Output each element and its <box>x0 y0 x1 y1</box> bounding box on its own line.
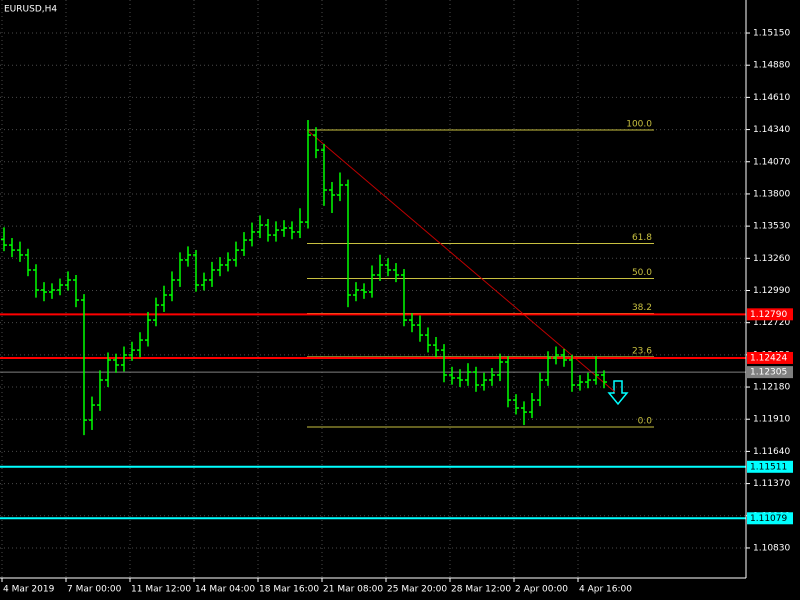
trend-line <box>306 129 616 393</box>
y-tick-label: 1.11640 <box>753 447 790 457</box>
y-tick-label: 1.11370 <box>753 479 790 489</box>
y-tick-label: 1.10830 <box>753 543 790 553</box>
y-tick-label: 1.12720 <box>753 318 790 328</box>
price-label: 1.12790 <box>750 310 787 320</box>
price-label: 1.12305 <box>750 368 787 378</box>
price-label-box <box>747 460 793 473</box>
y-tick-label: 1.12180 <box>753 383 790 393</box>
price-label-box <box>747 351 793 364</box>
y-tick-label: 1.14610 <box>753 93 790 103</box>
fibo-label: 100.0 <box>626 120 652 130</box>
x-tick-label: 28 Mar 12:00 <box>451 585 511 595</box>
y-tick-label: 1.11910 <box>753 415 790 425</box>
x-tick-label: 14 Mar 04:00 <box>195 585 255 595</box>
sell-arrow <box>607 380 629 406</box>
x-tick-label: 7 Mar 00:00 <box>67 585 122 595</box>
y-tick-label: 1.13260 <box>753 254 790 264</box>
fibo-label: 23.6 <box>632 346 652 356</box>
price-label-box <box>747 512 793 525</box>
price-label: 1.12424 <box>750 353 787 363</box>
y-tick-label: 1.13800 <box>753 189 790 199</box>
price-label-box <box>747 308 793 321</box>
chart-title: EURUSD,H4 <box>4 5 57 15</box>
fibo-label: 61.8 <box>632 233 652 243</box>
y-tick-label: 1.12990 <box>753 286 790 296</box>
x-tick-label: 18 Mar 16:00 <box>259 585 319 595</box>
x-tick-label: 4 Apr 16:00 <box>579 585 632 595</box>
x-tick-label: 25 Mar 20:00 <box>387 585 447 595</box>
fibo-label: 0.0 <box>638 416 653 426</box>
x-tick-label: 11 Mar 12:00 <box>131 585 191 595</box>
x-tick-label: 2 Apr 00:00 <box>515 585 568 595</box>
fibo-label: 50.0 <box>632 268 652 278</box>
price-label: 1.11511 <box>750 462 787 472</box>
price-label: 1.11079 <box>750 514 787 524</box>
y-tick-label: 1.13530 <box>753 222 790 232</box>
price-label-box <box>747 366 793 379</box>
fibo-label: 38.2 <box>632 303 652 313</box>
y-tick-label: 1.14880 <box>753 61 790 71</box>
y-tick-label: 1.15150 <box>753 29 790 39</box>
x-tick-label: 4 Mar 2019 <box>3 585 55 595</box>
y-tick-label: 1.14340 <box>753 125 790 135</box>
x-tick-label: 21 Mar 08:00 <box>323 585 383 595</box>
y-tick-label: 1.14070 <box>753 157 790 167</box>
